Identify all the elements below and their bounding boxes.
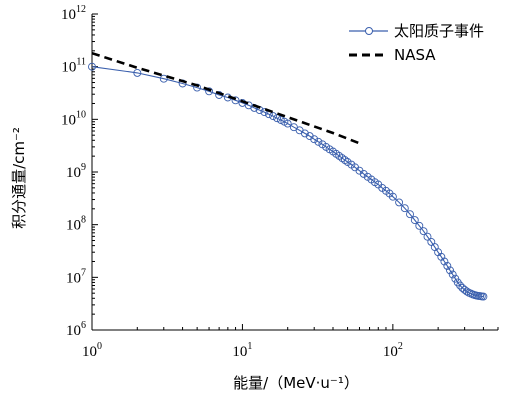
data-point xyxy=(314,137,323,146)
data-point xyxy=(410,216,419,225)
data-point xyxy=(260,108,269,117)
legend: 太阳质子事件 NASA xyxy=(349,22,484,64)
y-tick-label: 1012 xyxy=(61,4,86,23)
nasa-line xyxy=(91,51,360,145)
data-point xyxy=(159,74,168,83)
x-tick-labels: 100 101 102 xyxy=(82,341,403,360)
x-tick-label: 102 xyxy=(383,341,403,360)
data-point xyxy=(406,210,414,219)
data-point xyxy=(340,156,349,165)
data-point xyxy=(283,119,292,128)
legend-marker-solar xyxy=(365,27,373,35)
data-point xyxy=(88,62,96,71)
x-axis-title: 能量/（MeV·u⁻¹） xyxy=(233,374,359,392)
y-tick-label: 1010 xyxy=(61,109,86,128)
y-tick-label: 1011 xyxy=(61,57,86,76)
data-point xyxy=(231,96,240,105)
x-tick-label: 101 xyxy=(232,341,252,360)
series-0 xyxy=(88,62,488,301)
data-point xyxy=(456,281,465,290)
solar-proton-line xyxy=(91,66,484,298)
data-point xyxy=(205,87,214,96)
data-point xyxy=(276,116,285,124)
y-tick-label: 108 xyxy=(66,215,86,234)
data-point xyxy=(400,204,409,213)
data-point xyxy=(395,198,404,207)
data-point xyxy=(460,285,469,294)
plot-axes xyxy=(91,14,498,331)
data-point xyxy=(479,292,488,301)
data-point xyxy=(419,227,428,236)
y-tick-label: 107 xyxy=(66,267,86,286)
data-point xyxy=(423,232,432,241)
data-point xyxy=(133,68,142,77)
data-point xyxy=(448,270,457,279)
x-tick-label: 100 xyxy=(82,341,102,360)
y-tick-label: 106 xyxy=(66,320,86,339)
data-point xyxy=(388,192,397,201)
tick-marks xyxy=(91,13,499,331)
data-point xyxy=(300,129,309,138)
data-point xyxy=(440,257,449,266)
legend-label-nasa: NASA xyxy=(394,46,436,64)
data-point xyxy=(269,112,278,121)
y-tick-labels: 106 107 108 109 1010 1011 1012 xyxy=(61,4,86,339)
y-tick-label: 109 xyxy=(66,162,86,181)
data-point xyxy=(310,135,319,144)
legend-label-solar: 太阳质子事件 xyxy=(394,22,484,40)
y-axis-title: 积分通量/cm⁻² xyxy=(10,127,28,229)
data-point xyxy=(446,266,454,275)
data-point xyxy=(359,169,368,178)
series-1 xyxy=(91,51,360,145)
data-point xyxy=(443,261,452,270)
data-point xyxy=(415,221,424,230)
series-layer xyxy=(88,51,488,301)
